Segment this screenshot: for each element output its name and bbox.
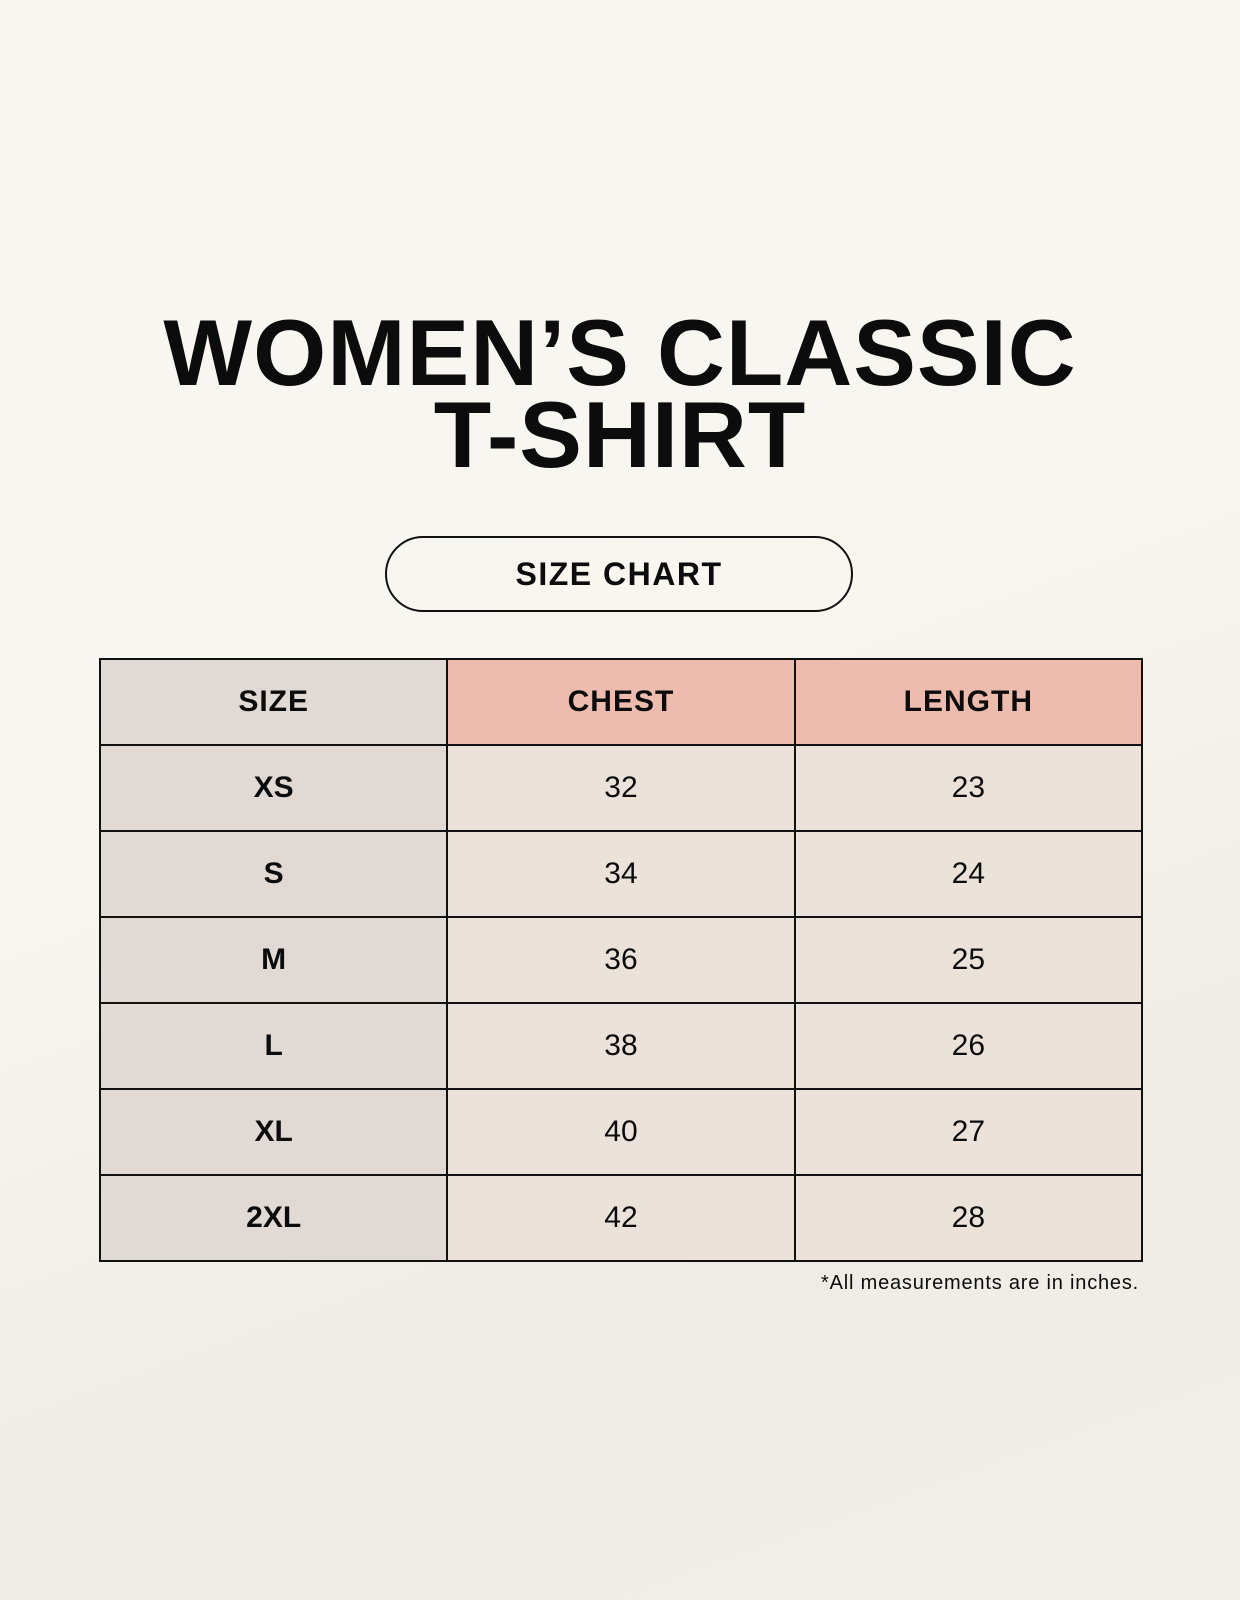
table-header-row: SIZE CHEST LENGTH <box>98 658 1144 746</box>
cell-length: 26 <box>793 1002 1144 1090</box>
cell-size: S <box>98 830 449 918</box>
title-line-1: WOMEN’S CLASSIC <box>163 300 1077 405</box>
size-chart-label: SIZE CHART <box>385 536 853 612</box>
cell-length: 25 <box>793 916 1144 1004</box>
cell-size: L <box>98 1002 449 1090</box>
cell-size: 2XL <box>98 1174 449 1262</box>
page-title: WOMEN’S CLASSIC T-SHIRT <box>0 306 1240 482</box>
cell-chest: 34 <box>446 830 796 918</box>
cell-chest: 42 <box>446 1174 796 1262</box>
cell-size: XS <box>98 744 449 832</box>
cell-chest: 38 <box>446 1002 796 1090</box>
cell-chest: 40 <box>446 1088 796 1176</box>
table-row: XS 32 23 <box>98 744 1144 832</box>
table-row: S 34 24 <box>98 830 1144 918</box>
header-length: LENGTH <box>793 658 1144 746</box>
cell-chest: 32 <box>446 744 796 832</box>
cell-length: 27 <box>793 1088 1144 1176</box>
header-chest: CHEST <box>446 658 796 746</box>
cell-chest: 36 <box>446 916 796 1004</box>
table-row: M 36 25 <box>98 916 1144 1004</box>
cell-size: M <box>98 916 449 1004</box>
cell-length: 24 <box>793 830 1144 918</box>
cell-length: 23 <box>793 744 1144 832</box>
size-table: SIZE CHEST LENGTH XS 32 23 S 34 24 M 36 25 L 38 26 X… <box>98 658 1144 1262</box>
table-row: 2XL 42 28 <box>98 1174 1144 1262</box>
title-line-2: T-SHIRT <box>433 382 807 487</box>
cell-length: 28 <box>793 1174 1144 1262</box>
table-row: XL 40 27 <box>98 1088 1144 1176</box>
table-row: L 38 26 <box>98 1002 1144 1090</box>
header-size: SIZE <box>98 658 449 746</box>
cell-size: XL <box>98 1088 449 1176</box>
footnote: *All measurements are in inches. <box>821 1272 1139 1294</box>
